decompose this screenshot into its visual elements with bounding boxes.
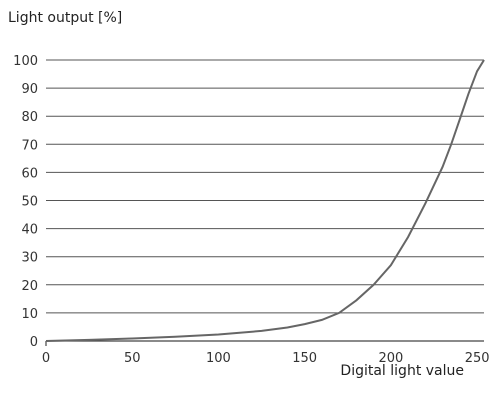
y-tick-label: 20 (21, 279, 38, 294)
y-tick-label: 90 (21, 82, 38, 97)
x-axis-title: Digital light value (340, 363, 464, 379)
y-tick-labels: 0 10 20 30 40 50 60 70 80 90 100 (13, 54, 38, 350)
y-tick-label: 30 (21, 251, 38, 266)
y-tick-label: 100 (13, 54, 38, 69)
y-tick-label: 80 (21, 110, 38, 125)
y-tick-label: 40 (21, 223, 38, 238)
x-tick-label: 150 (292, 351, 317, 366)
y-axis-title: Light output [%] (8, 10, 122, 26)
x-tick-label: 200 (378, 351, 403, 366)
grid-lines (46, 59, 484, 342)
y-tick-label: 60 (21, 166, 38, 181)
y-tick-label: 10 (21, 307, 38, 322)
y-tick-label: 70 (21, 138, 38, 153)
x-tick-label: 100 (206, 351, 231, 366)
x-tick-label: 250 (465, 351, 490, 366)
x-tick-labels: 0 50 100 150 200 250 (42, 351, 490, 366)
y-tick-label: 0 (30, 335, 38, 350)
series-line (45, 59, 485, 342)
x-tick-label: 50 (124, 351, 141, 366)
x-tick-label: 0 (42, 351, 50, 366)
y-tick-label: 50 (21, 195, 38, 210)
